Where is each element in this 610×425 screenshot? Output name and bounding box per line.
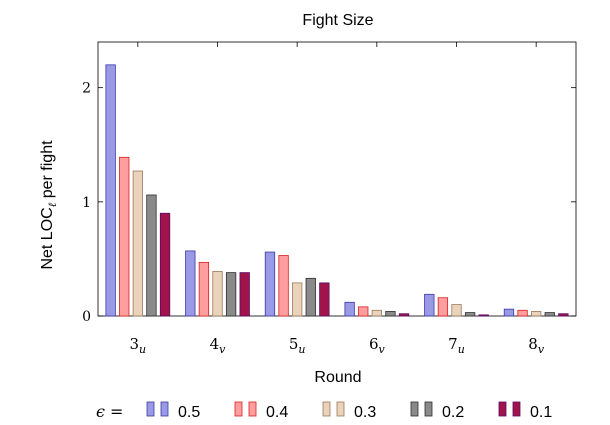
y-tick-label: 1	[82, 195, 91, 211]
bar-0.3-3u	[132, 170, 143, 317]
bar-0.5-7u	[424, 293, 435, 317]
bar-0.3-5u	[292, 282, 303, 317]
bar-0.2-6v	[385, 311, 396, 317]
legend-swatch	[336, 401, 345, 417]
legend-label: 0.4	[266, 404, 288, 421]
y-tick-labels: 0 1 2	[82, 81, 91, 325]
x-tick-label-subscript: v	[538, 343, 545, 356]
plot-frame	[97, 41, 577, 317]
x-tick-label: 8v	[528, 335, 545, 356]
legend-swatch-outline	[146, 401, 155, 417]
bar-0.1-8v	[558, 313, 569, 317]
y-axis-label-subscript: ℓ	[46, 202, 59, 207]
x-tick-label-base: 5	[289, 335, 299, 353]
bar-0.4-7u	[437, 297, 449, 317]
legend-swatch-outline	[498, 401, 507, 417]
x-tick-label-base: 4	[210, 335, 220, 353]
bars	[105, 64, 569, 317]
bar-0.3-7u	[451, 304, 462, 317]
bar-0.1-6v	[398, 313, 410, 317]
bar-0.4-6v	[358, 306, 369, 317]
bar-0.1-3u	[159, 212, 171, 317]
legend-swatch-outline	[234, 401, 243, 417]
x-tick-label: 6v	[369, 335, 386, 356]
x-tick-label: 4v	[210, 335, 227, 356]
bar-0.1-4v	[239, 272, 250, 317]
bar-0.3-8v	[531, 311, 542, 317]
bar-0.2-7u	[464, 312, 476, 317]
x-tick-label-base: 7	[448, 335, 458, 353]
bar-0.2-8v	[544, 312, 555, 317]
y-axis-label: Net LOCℓ per fight	[39, 140, 59, 270]
bar-0.5-4v	[185, 250, 196, 317]
legend-label: 0.1	[530, 404, 552, 421]
x-tick-label-subscript: u	[458, 343, 465, 356]
chart-title: Fight Size	[302, 12, 373, 29]
x-tick-label-subscript: u	[139, 343, 146, 356]
legend-swatch	[512, 401, 521, 417]
bar-0.5-6v	[344, 301, 355, 317]
bar-0.4-4v	[198, 261, 210, 317]
bar-0.2-4v	[225, 272, 237, 317]
bar-0.3-4v	[212, 271, 223, 317]
legend-swatch-outline	[322, 401, 331, 417]
x-tick-label-subscript: v	[378, 343, 385, 356]
legend-label: 0.5	[178, 404, 200, 421]
y-tick-label: 0	[82, 309, 91, 325]
bar-0.4-5u	[278, 255, 289, 317]
x-tick-label: 5u	[289, 335, 306, 356]
bar-0.2-5u	[305, 277, 316, 317]
bar-0.5-5u	[264, 251, 276, 317]
x-tick-label: 7u	[448, 335, 465, 356]
x-tick-label-base: 6	[369, 335, 379, 353]
y-axis-label-suffix: per fight	[39, 140, 56, 203]
legend-swatch	[160, 401, 169, 417]
x-tick-label-base: 3	[130, 335, 140, 353]
legend-prefix: ϵ =	[96, 402, 123, 421]
legend-label: 0.2	[442, 404, 464, 421]
bar-0.1-7u	[478, 314, 489, 317]
x-axis-label: Round	[314, 369, 361, 386]
legend-swatch	[248, 401, 257, 417]
legend-swatch	[424, 401, 433, 417]
x-tick-label-subscript: v	[219, 343, 226, 356]
y-tick-label: 2	[82, 81, 91, 97]
bar-0.1-5u	[319, 282, 330, 317]
bar-0.3-6v	[371, 309, 382, 317]
x-tick-label-subscript: u	[298, 343, 305, 356]
legend-swatch-outline	[410, 401, 419, 417]
bar-0.5-8v	[503, 308, 515, 317]
bar-0.5-3u	[105, 64, 116, 317]
x-tick-label: 3u	[130, 335, 147, 356]
x-tick-labels: 3u 4v 5u 6v 7u 8v	[130, 335, 545, 356]
legend: ϵ = 0.5 0.4 0.3 0.2 0.1	[96, 401, 552, 421]
bar-0.4-3u	[119, 156, 130, 317]
legend-label: 0.3	[354, 404, 376, 421]
bar-0.4-8v	[517, 309, 528, 317]
x-tick-label-base: 8	[528, 335, 538, 353]
y-axis-label-main: Net LOC	[39, 207, 56, 269]
bar-0.2-3u	[146, 194, 157, 317]
